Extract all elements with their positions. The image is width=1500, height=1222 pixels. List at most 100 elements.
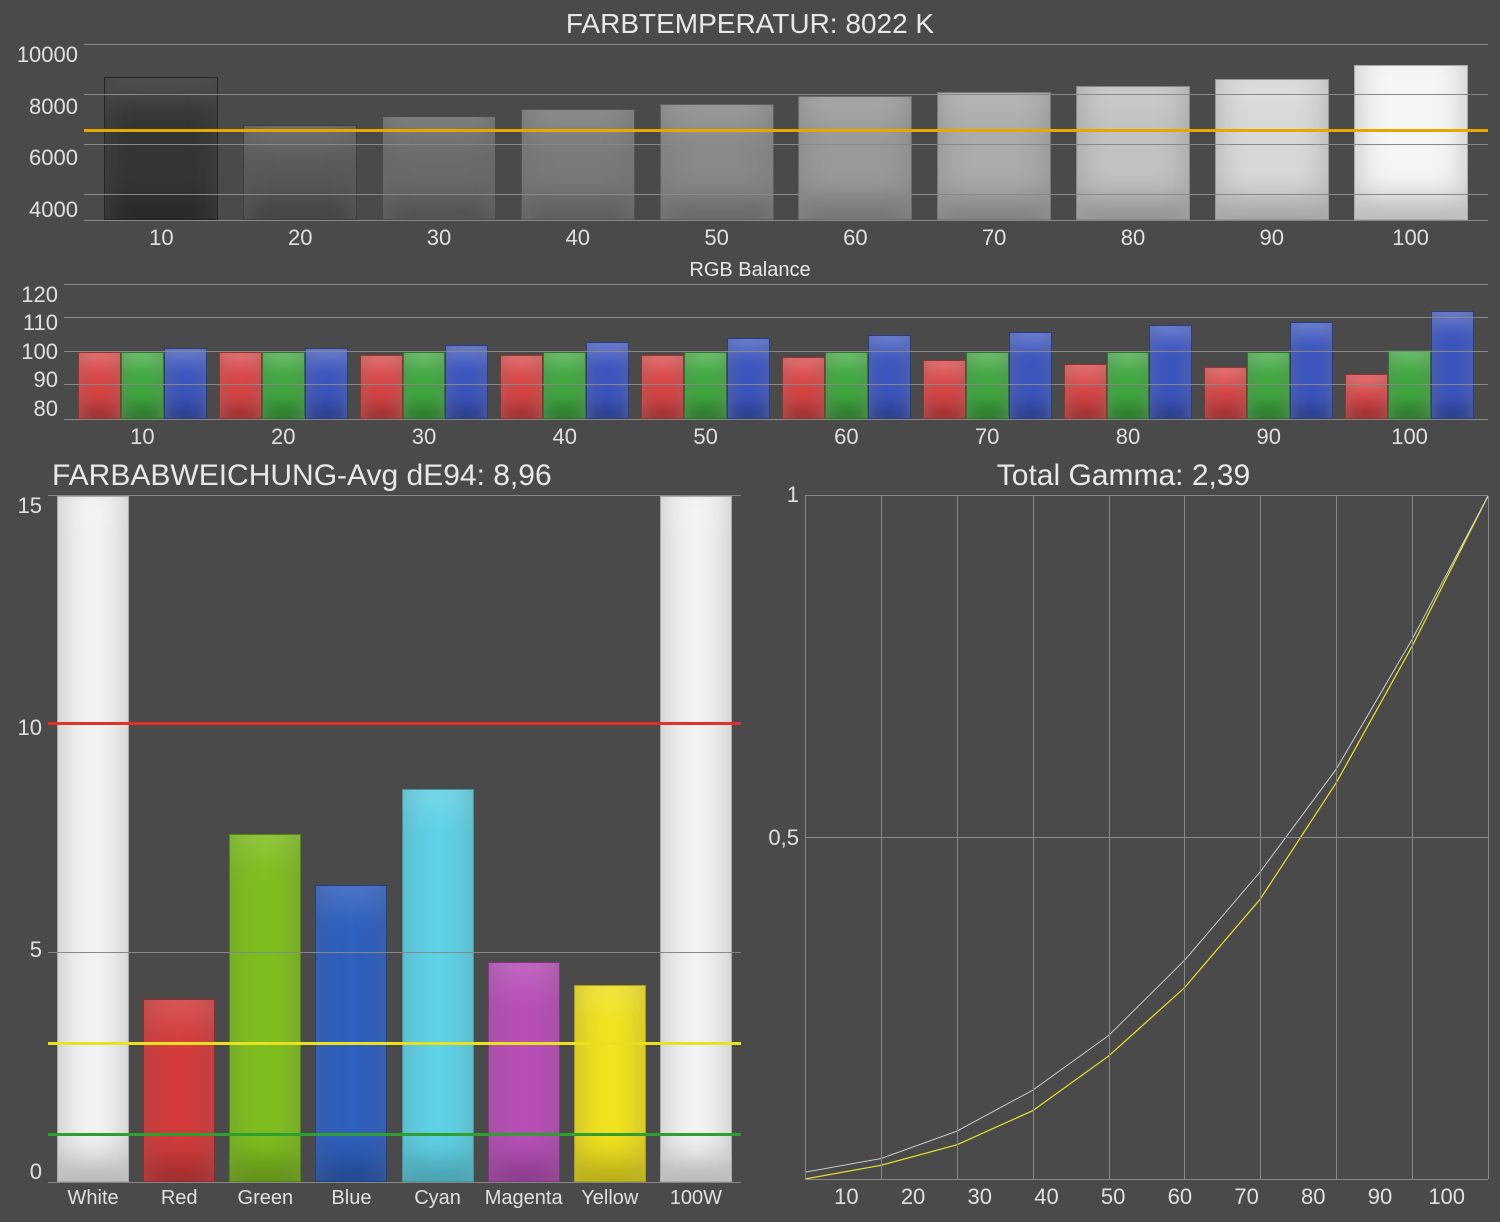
gamma-y-axis: 0,51 bbox=[759, 495, 805, 1180]
bar bbox=[229, 834, 301, 1182]
y-tick-label: 1 bbox=[787, 484, 799, 506]
bar bbox=[243, 125, 357, 220]
bar bbox=[1076, 86, 1190, 219]
farbabweichung-plot-area bbox=[48, 495, 741, 1183]
rgb-balance-chart: RGB Balance 1201101009080 10203040506070… bbox=[12, 259, 1488, 449]
gamma-title: Total Gamma: 2,39 bbox=[759, 459, 1488, 493]
bar bbox=[660, 104, 774, 220]
x-tick-label: 100 bbox=[1341, 225, 1480, 251]
x-tick-label: 80 bbox=[1280, 1184, 1347, 1210]
gamma-plot-area bbox=[805, 495, 1488, 1180]
x-tick-label: 70 bbox=[1213, 1184, 1280, 1210]
x-tick-label: 90 bbox=[1347, 1184, 1414, 1210]
x-tick-label: 20 bbox=[213, 424, 354, 450]
y-tick-label: 0 bbox=[30, 1161, 42, 1183]
bar bbox=[104, 77, 218, 219]
farbtemperatur-plot-area bbox=[84, 44, 1488, 221]
farbtemperatur-title: FARBTEMPERATUR: 8022 K bbox=[12, 8, 1488, 40]
y-tick-label: 5 bbox=[30, 939, 42, 961]
x-tick-label: 40 bbox=[508, 225, 647, 251]
bar bbox=[1215, 79, 1329, 220]
x-tick-label: 100 bbox=[1339, 424, 1480, 450]
y-tick-label: 110 bbox=[23, 312, 58, 334]
x-tick-label: 40 bbox=[1013, 1184, 1080, 1210]
bar-blue bbox=[868, 335, 911, 419]
x-tick-label: 90 bbox=[1202, 225, 1341, 251]
x-tick-label: 50 bbox=[647, 225, 786, 251]
rgb-balance-title: RGB Balance bbox=[12, 259, 1488, 282]
x-tick-label: 100W bbox=[653, 1187, 739, 1210]
bar-blue bbox=[1149, 325, 1192, 419]
y-tick-label: 0,5 bbox=[768, 827, 799, 849]
bar-blue bbox=[1431, 311, 1474, 419]
x-tick-label: Blue bbox=[308, 1187, 394, 1210]
bar-red bbox=[360, 355, 403, 419]
bar bbox=[574, 985, 646, 1182]
x-tick-label: 50 bbox=[635, 424, 776, 450]
rgb-balance-plot-area bbox=[64, 284, 1488, 420]
farbtemperatur-chart: FARBTEMPERATUR: 8022 K 10000 8000 6000 4000… bbox=[12, 8, 1488, 251]
y-tick-label: 10000 bbox=[17, 44, 78, 66]
bar-blue bbox=[1009, 332, 1052, 419]
gamma-chart: Total Gamma: 2,39 0,51 10203040506070809… bbox=[759, 459, 1488, 1210]
x-tick-label: 90 bbox=[1198, 424, 1339, 450]
x-tick-label: Red bbox=[136, 1187, 222, 1210]
x-tick-label: 70 bbox=[925, 225, 1064, 251]
bar bbox=[57, 496, 129, 1182]
x-tick-label: 30 bbox=[370, 225, 509, 251]
x-tick-label: 10 bbox=[72, 424, 213, 450]
bar-blue bbox=[1290, 322, 1333, 419]
bar bbox=[1354, 65, 1468, 220]
x-tick-label: White bbox=[50, 1187, 136, 1210]
y-tick-label: 10 bbox=[18, 717, 42, 739]
y-tick-label: 8000 bbox=[29, 96, 78, 118]
x-tick-label: 60 bbox=[1147, 1184, 1214, 1210]
bar-red bbox=[1345, 374, 1388, 419]
x-tick-label: 30 bbox=[946, 1184, 1013, 1210]
reference-line bbox=[48, 1133, 741, 1136]
x-tick-label: 80 bbox=[1058, 424, 1199, 450]
rgb-balance-x-axis: 102030405060708090100 bbox=[64, 424, 1488, 450]
x-tick-label: 10 bbox=[813, 1184, 880, 1210]
bar bbox=[937, 92, 1051, 219]
reference-line bbox=[48, 722, 741, 725]
bar-red bbox=[782, 357, 825, 419]
bar bbox=[402, 789, 474, 1182]
x-tick-label: 30 bbox=[354, 424, 495, 450]
gamma-x-axis: 102030405060708090100 bbox=[805, 1184, 1488, 1210]
bar-red bbox=[923, 360, 966, 419]
bar-blue bbox=[586, 342, 629, 419]
farbabweichung-title: FARBABWEICHUNG-Avg dE94: 8,96 bbox=[12, 459, 741, 493]
y-tick-label: 100 bbox=[21, 341, 58, 363]
farbabweichung-y-axis: 15 10 5 0 bbox=[12, 495, 48, 1183]
farbtemperatur-x-axis: 102030405060708090100 bbox=[84, 225, 1488, 251]
bar-red bbox=[641, 355, 684, 419]
bar bbox=[143, 999, 215, 1182]
bar-red bbox=[1064, 364, 1107, 419]
bar-blue bbox=[445, 345, 488, 419]
x-tick-label: 20 bbox=[231, 225, 370, 251]
y-tick-label: 120 bbox=[21, 284, 58, 306]
farbabweichung-chart: FARBABWEICHUNG-Avg dE94: 8,96 15 10 5 0 Whi… bbox=[12, 459, 741, 1210]
x-tick-label: 10 bbox=[92, 225, 231, 251]
farbtemperatur-y-axis: 10000 8000 6000 4000 bbox=[12, 44, 84, 221]
x-tick-label: Green bbox=[222, 1187, 308, 1210]
rgb-balance-y-axis: 1201101009080 bbox=[12, 284, 64, 420]
y-tick-label: 6000 bbox=[29, 147, 78, 169]
x-tick-label: 100 bbox=[1413, 1184, 1480, 1210]
farbabweichung-x-axis: WhiteRedGreenBlueCyanMagentaYellow100W bbox=[48, 1187, 741, 1210]
x-tick-label: Magenta bbox=[481, 1187, 567, 1210]
reference-line bbox=[48, 1042, 741, 1045]
bar-red bbox=[500, 355, 543, 419]
bar bbox=[315, 885, 387, 1182]
y-tick-label: 4000 bbox=[29, 199, 78, 221]
reference-line bbox=[84, 129, 1488, 132]
x-tick-label: 40 bbox=[494, 424, 635, 450]
x-tick-label: 60 bbox=[786, 225, 925, 251]
bar bbox=[660, 496, 732, 1182]
gamma-curve-measured bbox=[805, 496, 1488, 1179]
y-tick-label: 15 bbox=[18, 495, 42, 517]
bar bbox=[521, 109, 635, 220]
x-tick-label: 60 bbox=[776, 424, 917, 450]
y-tick-label: 90 bbox=[34, 369, 58, 391]
